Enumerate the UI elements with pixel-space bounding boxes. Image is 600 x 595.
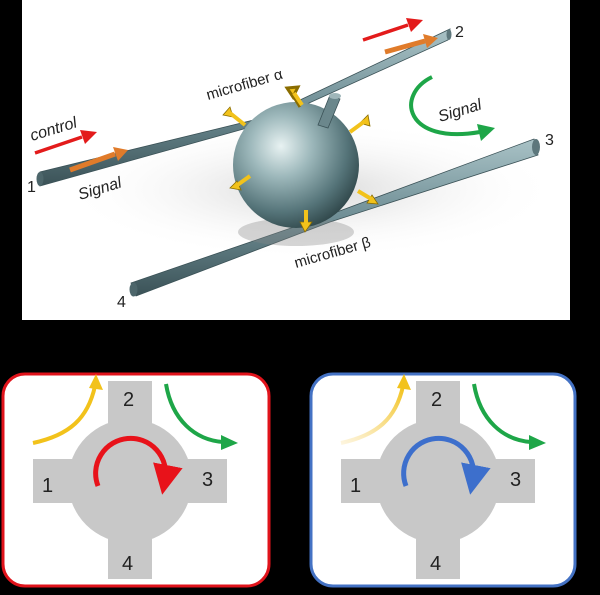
- left-port-3-label: 3: [202, 469, 213, 491]
- left-panel: 1 2 3 4: [1, 372, 271, 588]
- signal-in-arrow-icon: [69, 147, 128, 173]
- coupling-arrows: [222, 85, 379, 233]
- signal-out-curve-arrow-icon: [409, 75, 495, 141]
- right-yellow-arrow-icon: [340, 385, 405, 445]
- right-cross-shape: [341, 381, 535, 579]
- right-port-4-label: 4: [430, 553, 441, 575]
- fiber-stem: [317, 94, 341, 129]
- signal-out-arrow-icon: [384, 34, 438, 55]
- left-cross-shape: [33, 381, 227, 579]
- control-out-arrow-icon: [362, 18, 423, 42]
- port-2-label: 2: [455, 24, 464, 41]
- left-port-4-label: 4: [122, 553, 133, 575]
- port-3-label: 3: [545, 132, 554, 149]
- right-port-3-label: 3: [510, 469, 521, 491]
- right-port-2-label: 2: [431, 389, 442, 411]
- left-port-2-label: 2: [123, 389, 134, 411]
- right-rotation-arrow-icon: [401, 435, 491, 495]
- left-rotation-arrow-icon: [93, 435, 183, 495]
- left-port-1-label: 1: [42, 475, 53, 497]
- left-yellow-arrow-icon: [32, 385, 97, 445]
- control-in-arrow-icon: [34, 130, 97, 155]
- port-4-label: 4: [117, 294, 126, 311]
- left-green-arrow-icon: [164, 383, 224, 444]
- right-green-arrow-icon: [472, 383, 532, 444]
- right-panel: 1 2 3 4: [309, 372, 577, 588]
- sphere-resonator: [233, 93, 359, 246]
- right-port-1-label: 1: [350, 475, 361, 497]
- port-1-label: 1: [27, 179, 36, 196]
